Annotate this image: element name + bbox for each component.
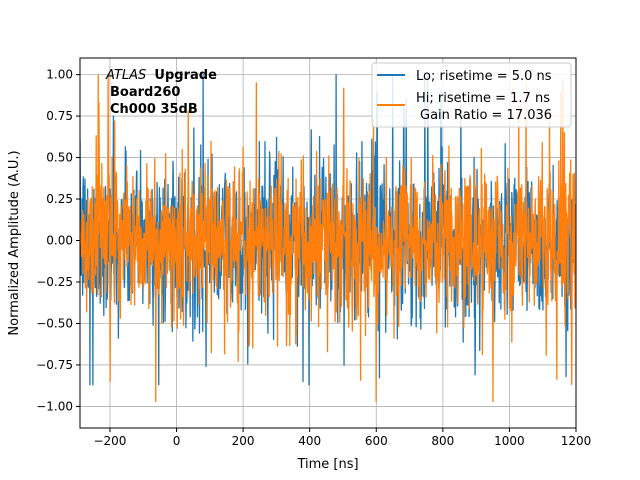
x-tick-label: 1200 bbox=[561, 434, 592, 448]
y-tick-label: −0.75 bbox=[36, 358, 73, 372]
y-tick-label: 1.00 bbox=[46, 68, 73, 82]
x-axis-label: Time [ns] bbox=[296, 457, 358, 472]
series-hi-line bbox=[80, 73, 576, 403]
y-tick-label: 0.75 bbox=[46, 109, 73, 123]
x-tick-label: 800 bbox=[431, 434, 454, 448]
annotation-line1: ATLAS Upgrade bbox=[105, 68, 217, 83]
annotation-atlas: ATLAS bbox=[105, 68, 146, 83]
x-tick-label: 600 bbox=[365, 434, 388, 448]
x-axis: −200 0 200 400 600 800 1000 1200 bbox=[93, 428, 591, 448]
annotation-board: Board260 bbox=[110, 85, 180, 100]
x-tick-label: 1000 bbox=[494, 434, 525, 448]
y-tick-label: −0.25 bbox=[36, 275, 73, 289]
plot-frame bbox=[79, 57, 577, 429]
x-tick-label: 0 bbox=[173, 434, 181, 448]
legend: Lo; risetime = 5.0 ns Hi; risetime = 1.7… bbox=[371, 62, 572, 128]
legend-gain-ratio: Gain Ratio = 17.036 bbox=[420, 108, 552, 123]
legend-box bbox=[371, 62, 572, 128]
y-axis-label: Normalized Amplitude (A.U.) bbox=[7, 150, 22, 335]
y-tick-label: 0.50 bbox=[46, 151, 73, 165]
x-tick-label: 200 bbox=[232, 434, 255, 448]
plot-traces bbox=[80, 73, 576, 403]
annotation-channel: Ch000 35dB bbox=[110, 102, 198, 117]
y-axis: −1.00 −0.75 −0.50 −0.25 0.00 0.25 0.50 0.75 1.00 bbox=[36, 68, 80, 413]
atlas-annotation: ATLAS Upgrade Board260 Ch000 35dB bbox=[105, 68, 217, 117]
y-tick-label: 0.25 bbox=[46, 192, 73, 206]
y-tick-label: −1.00 bbox=[36, 399, 73, 413]
legend-label-hi: Hi; risetime = 1.7 ns bbox=[416, 91, 550, 106]
legend-label-lo: Lo; risetime = 5.0 ns bbox=[416, 69, 552, 84]
x-tick-label: 400 bbox=[298, 434, 321, 448]
y-tick-label: 0.00 bbox=[46, 234, 73, 248]
y-tick-label: −0.50 bbox=[36, 316, 73, 330]
x-tick-label: −200 bbox=[93, 434, 126, 448]
annotation-upgrade: Upgrade bbox=[154, 68, 217, 83]
